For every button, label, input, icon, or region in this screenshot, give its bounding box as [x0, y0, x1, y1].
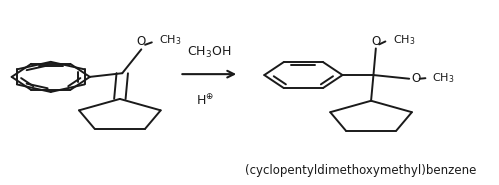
- Text: CH$_3$: CH$_3$: [159, 34, 182, 47]
- Text: CH$_3$: CH$_3$: [393, 33, 415, 46]
- Text: CH$_3$OH: CH$_3$OH: [188, 45, 232, 60]
- Text: H$^{\oplus}$: H$^{\oplus}$: [196, 92, 214, 107]
- Text: O: O: [412, 72, 421, 85]
- Text: O: O: [137, 36, 146, 48]
- Text: O: O: [371, 35, 380, 48]
- Text: CH$_3$: CH$_3$: [432, 71, 455, 85]
- Text: (cyclopentyldimethoxymethyl)benzene: (cyclopentyldimethoxymethyl)benzene: [245, 164, 476, 177]
